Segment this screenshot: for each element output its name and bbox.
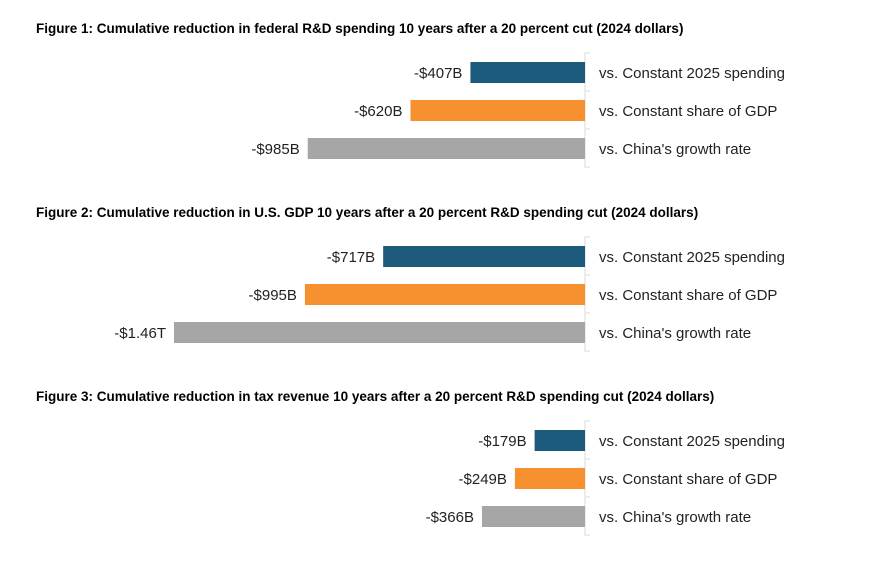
category-label: vs. Constant 2025 spending	[599, 433, 785, 450]
data-label: -$620B	[354, 103, 402, 120]
bar	[383, 246, 585, 267]
bar	[470, 62, 585, 83]
category-label: vs. Constant 2025 spending	[599, 65, 785, 82]
category-label: vs. Constant share of GDP	[599, 103, 777, 120]
data-label: -$995B	[249, 287, 297, 304]
data-label: -$407B	[414, 65, 462, 82]
bar	[514, 468, 585, 489]
figure-title: Figure 1: Cumulative reduction in federa…	[36, 21, 683, 36]
data-label: -$366B	[426, 509, 474, 526]
data-label: -$179B	[478, 433, 526, 450]
category-label: vs. Constant share of GDP	[599, 471, 777, 488]
bar	[174, 322, 585, 343]
figure-title: Figure 2: Cumulative reduction in U.S. G…	[36, 205, 698, 220]
data-label: -$985B	[251, 141, 299, 158]
bar	[304, 284, 585, 305]
category-label: vs. China's growth rate	[599, 325, 751, 342]
bar	[410, 100, 585, 121]
figure-title: Figure 3: Cumulative reduction in tax re…	[36, 389, 714, 404]
data-label: -$717B	[327, 249, 375, 266]
category-label: vs. China's growth rate	[599, 509, 751, 526]
category-label: vs. Constant share of GDP	[599, 287, 777, 304]
category-label: vs. China's growth rate	[599, 141, 751, 158]
bar	[307, 138, 585, 159]
bar	[534, 430, 585, 451]
bar	[481, 506, 585, 527]
data-label: -$249B	[459, 471, 507, 488]
category-label: vs. Constant 2025 spending	[599, 249, 785, 266]
data-label: -$1.46T	[114, 325, 166, 342]
